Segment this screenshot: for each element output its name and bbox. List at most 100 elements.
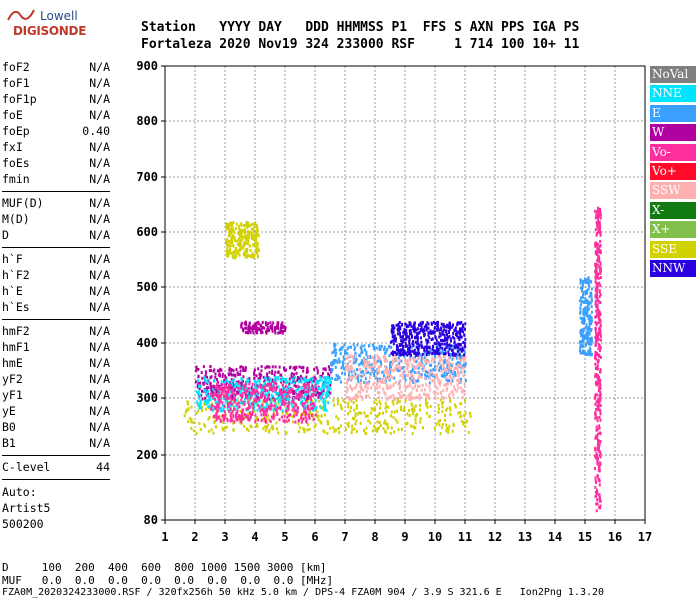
echo-mark-ssw (437, 378, 440, 382)
echo-mark-w (271, 365, 274, 369)
echo-mark-vo- (281, 400, 284, 403)
echo-mark-nnw (443, 352, 446, 356)
echo-mark-sse (262, 426, 265, 430)
legend-item-vo-: Vo+ (650, 163, 696, 180)
echo-mark-e (372, 344, 375, 348)
echo-mark-ssw (367, 394, 370, 398)
echo-mark-nne (231, 379, 234, 383)
echo-mark-vo- (599, 230, 602, 234)
param-row: yF1 N/A (2, 388, 110, 402)
echo-mark-vo- (311, 402, 314, 406)
echo-mark-vo- (597, 208, 600, 212)
echo-mark-vo- (597, 389, 600, 393)
echo-mark-ssw (460, 358, 463, 362)
echo-mark-w (253, 325, 256, 329)
echo-mark-sse (425, 411, 428, 415)
echo-mark-nne (320, 406, 323, 410)
echo-mark-e (581, 287, 584, 291)
echo-mark-e (353, 356, 356, 360)
echo-mark-w (232, 383, 235, 387)
echo-mark-ssw (398, 366, 401, 370)
echo-mark-nnw (409, 321, 412, 325)
echo-mark-vo- (594, 320, 597, 324)
echo-mark-vo- (597, 377, 600, 381)
echo-mark-vo- (254, 413, 257, 417)
echo-mark-nne (256, 403, 259, 407)
echo-mark-ssw (447, 382, 449, 386)
echo-mark-ssw (417, 384, 419, 388)
echo-mark-ssw (349, 398, 352, 401)
echo-mark-e (333, 359, 335, 362)
echo-mark-sse (410, 402, 413, 406)
echo-mark-ssw (435, 385, 437, 389)
echo-mark-sse (254, 236, 257, 240)
echo-mark-vo- (282, 383, 284, 387)
echo-mark-w (209, 382, 212, 386)
echo-mark-ssw (362, 374, 365, 377)
echo-mark-nne (254, 384, 257, 388)
echo-mark-ssw (420, 388, 423, 392)
echo-mark-vo- (599, 261, 602, 265)
echo-mark-nnw (458, 353, 461, 356)
echo-mark-ssw (427, 393, 430, 397)
echo-mark-nnw (457, 335, 460, 339)
echo-mark-nne (241, 401, 244, 405)
echo-mark-ssw (407, 394, 410, 398)
echo-mark-sse (222, 421, 225, 425)
echo-mark-sse (382, 411, 384, 415)
echo-mark-w (306, 366, 309, 370)
echo-mark-w (231, 394, 234, 397)
auto-label: Auto: (2, 485, 37, 499)
echo-mark-vo- (249, 415, 252, 419)
echo-mark-nnw (406, 335, 409, 339)
echo-mark-sse (225, 227, 228, 231)
echo-mark-ssw (415, 371, 418, 375)
echo-mark-nnw (438, 352, 441, 356)
param-row: M(D) N/A (2, 212, 110, 226)
echo-mark-ssw (423, 366, 426, 370)
echo-mark-vo- (598, 265, 601, 269)
echo-mark-w (288, 377, 291, 381)
echo-mark-vo- (597, 228, 600, 232)
echo-mark-sse (284, 430, 287, 434)
echo-mark-nnw (390, 351, 393, 355)
echo-mark-vo- (598, 256, 601, 260)
footer-muf-row: MUF 0.0 0.0 0.0 0.0 0.0 0.0 0.0 0.0 [MHz… (2, 574, 334, 587)
echo-mark-nnw (437, 341, 440, 345)
echo-mark-nnw (421, 352, 424, 356)
echo-mark-w (269, 321, 272, 325)
echo-mark-e (583, 350, 586, 354)
echo-mark-vo- (294, 420, 297, 424)
echo-mark-sse (238, 233, 241, 237)
echo-mark-w (297, 385, 300, 389)
echo-mark-vo- (270, 415, 273, 419)
echo-mark-nnw (438, 343, 441, 347)
echo-mark-ssw (394, 380, 397, 384)
echo-mark-nne (281, 377, 284, 381)
echo-mark-w (235, 368, 238, 371)
echo-mark-w (240, 321, 243, 325)
echo-mark-nnw (444, 325, 447, 329)
echo-mark-vo- (260, 392, 263, 396)
echo-mark-w (313, 367, 316, 371)
echo-mark-e (590, 293, 593, 297)
echo-mark-ssw (384, 367, 387, 371)
echo-mark-e (424, 373, 427, 377)
echo-mark-sse (365, 426, 368, 430)
echo-mark-e (457, 354, 460, 358)
echo-mark-vo- (312, 418, 315, 422)
echo-mark-vo- (311, 406, 314, 410)
echo-mark-vo- (224, 397, 227, 401)
echo-mark-e (451, 357, 454, 361)
echo-mark-sse (393, 410, 396, 414)
echo-mark-nnw (426, 350, 429, 354)
echo-mark-nne (306, 401, 309, 405)
echo-mark-e (579, 316, 582, 320)
echo-mark-vo- (231, 418, 234, 422)
echo-mark-w (225, 376, 228, 380)
echo-mark-e (373, 374, 376, 378)
echo-mark-nne (244, 401, 247, 404)
echo-mark-vo- (293, 406, 296, 410)
echo-mark-w (216, 369, 219, 373)
echo-mark-vo- (595, 428, 598, 432)
